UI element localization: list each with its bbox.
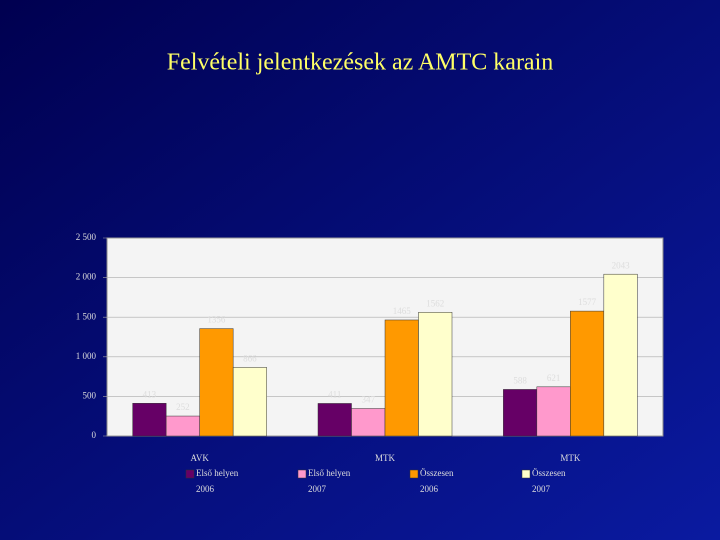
x-tick-label: MTK xyxy=(560,453,581,463)
value-label: 1465 xyxy=(393,306,412,316)
bar xyxy=(503,389,538,437)
bar xyxy=(603,273,638,437)
bar xyxy=(418,312,453,437)
y-tick-label: 500 xyxy=(83,390,97,400)
value-label: 1356 xyxy=(207,315,226,325)
legend-year: 2007 xyxy=(532,484,551,494)
legend-label: Összesen xyxy=(532,468,566,478)
bar xyxy=(165,415,200,437)
x-tick-label: MTK xyxy=(375,453,396,463)
value-label: 588 xyxy=(513,375,527,385)
legend-year: 2006 xyxy=(196,484,215,494)
legend-year: 2007 xyxy=(308,484,327,494)
value-label: 347 xyxy=(362,395,376,405)
value-label: 2043 xyxy=(612,260,631,270)
bar xyxy=(570,310,605,437)
legend-swatch xyxy=(297,469,307,479)
bar xyxy=(232,367,267,437)
bar xyxy=(317,403,352,437)
y-tick-label: 1 500 xyxy=(76,311,97,321)
y-tick-label: 2 000 xyxy=(76,272,97,282)
legend-swatch xyxy=(521,469,531,479)
value-label: 621 xyxy=(547,373,561,383)
legend-swatch xyxy=(409,469,419,479)
value-label: 1562 xyxy=(426,298,444,308)
chart-title: Felvételi jelentkezések az AMTC karain xyxy=(167,50,554,76)
value-label: 866 xyxy=(243,353,257,363)
x-tick-label: AVK xyxy=(190,453,209,463)
legend-swatch xyxy=(185,469,195,479)
y-tick-label: 1 000 xyxy=(76,351,97,361)
bar xyxy=(384,319,419,437)
y-tick-label: 0 xyxy=(92,430,97,440)
value-label: 1577 xyxy=(578,297,597,307)
bar xyxy=(132,403,167,437)
value-label: 252 xyxy=(176,402,190,412)
bar xyxy=(351,408,386,437)
bar xyxy=(536,386,571,437)
legend-label: Első helyen xyxy=(196,468,239,478)
value-label: 413 xyxy=(143,389,157,399)
value-label: 411 xyxy=(328,390,341,400)
legend-year: 2006 xyxy=(420,484,439,494)
bar xyxy=(199,328,234,437)
legend-label: Összesen xyxy=(420,468,454,478)
y-tick-label: 2 500 xyxy=(76,232,97,242)
legend-label: Első helyen xyxy=(308,468,351,478)
